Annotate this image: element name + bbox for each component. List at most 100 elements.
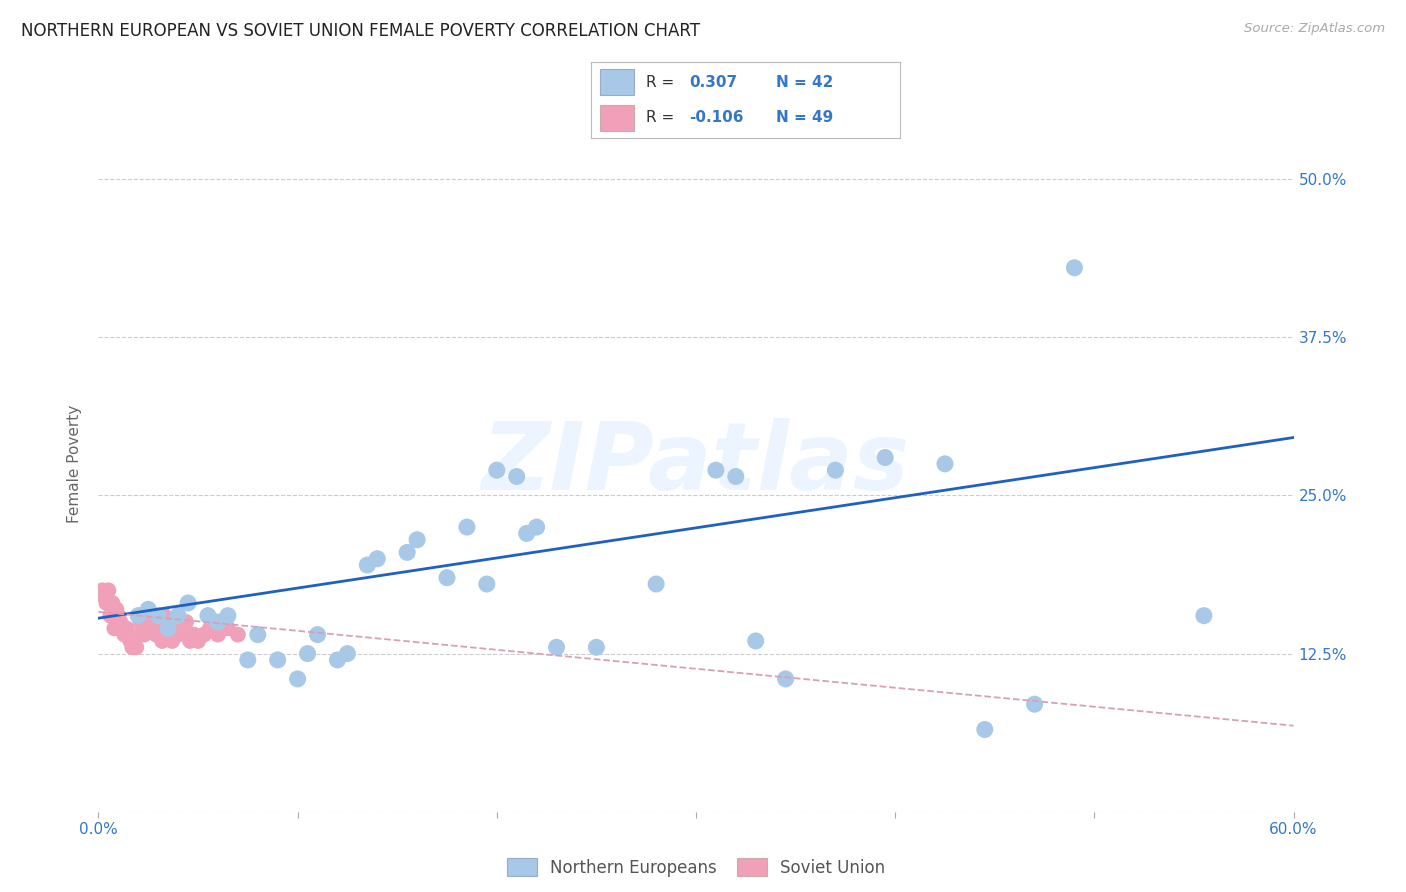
Point: [96, 596, 118, 610]
Point: [297, 647, 319, 661]
Point: [217, 621, 239, 635]
Point: [1192, 608, 1215, 623]
Point: [326, 653, 349, 667]
Point: [824, 463, 846, 477]
Point: [246, 627, 269, 641]
Point: [187, 634, 209, 648]
Text: R =: R =: [647, 75, 679, 90]
Point: [155, 627, 177, 641]
Point: [236, 653, 259, 667]
Point: [145, 627, 167, 641]
Point: [112, 627, 135, 641]
Point: [148, 608, 170, 623]
Point: [1063, 260, 1085, 275]
Point: [127, 608, 149, 623]
Point: [149, 627, 172, 641]
Text: ZIPatlas: ZIPatlas: [482, 417, 910, 510]
Point: [396, 545, 419, 559]
Point: [136, 602, 159, 616]
Point: [197, 608, 219, 623]
Point: [163, 621, 186, 635]
Point: [129, 615, 152, 629]
Point: [120, 634, 142, 648]
Point: [456, 520, 478, 534]
Point: [183, 627, 205, 641]
Point: [111, 621, 134, 635]
Text: NORTHERN EUROPEAN VS SOVIET UNION FEMALE POVERTY CORRELATION CHART: NORTHERN EUROPEAN VS SOVIET UNION FEMALE…: [21, 22, 700, 40]
Point: [121, 640, 143, 655]
Point: [207, 627, 229, 641]
Point: [160, 634, 183, 648]
Point: [775, 672, 797, 686]
Point: [110, 615, 132, 629]
Point: [475, 577, 498, 591]
Y-axis label: Female Poverty: Female Poverty: [67, 405, 83, 523]
Point: [198, 621, 221, 635]
Point: [91, 583, 114, 598]
Point: [585, 640, 607, 655]
Point: [366, 551, 388, 566]
Point: [93, 590, 115, 604]
Text: N = 42: N = 42: [776, 75, 834, 90]
Point: [136, 615, 159, 629]
Point: [131, 621, 153, 635]
Point: [174, 615, 197, 629]
Text: Source: ZipAtlas.com: Source: ZipAtlas.com: [1244, 22, 1385, 36]
Point: [973, 723, 995, 737]
Point: [148, 621, 170, 635]
Point: [436, 571, 458, 585]
Point: [307, 627, 329, 641]
Point: [157, 621, 180, 635]
Point: [217, 608, 239, 623]
Point: [107, 608, 129, 623]
Point: [124, 634, 146, 648]
Point: [103, 621, 125, 635]
Point: [167, 627, 190, 641]
Point: [167, 608, 190, 623]
Text: 0.307: 0.307: [689, 75, 738, 90]
Point: [287, 672, 309, 686]
Point: [546, 640, 568, 655]
Point: [115, 621, 138, 635]
Point: [406, 533, 429, 547]
Point: [207, 615, 229, 629]
Point: [1024, 697, 1046, 711]
Point: [516, 526, 538, 541]
Point: [97, 583, 120, 598]
Text: -0.106: -0.106: [689, 111, 744, 125]
Point: [117, 627, 139, 641]
Point: [336, 647, 359, 661]
Point: [153, 608, 176, 623]
Point: [704, 463, 727, 477]
FancyBboxPatch shape: [600, 70, 634, 95]
Point: [506, 469, 529, 483]
Point: [724, 469, 747, 483]
Text: R =: R =: [647, 111, 679, 125]
Point: [177, 596, 200, 610]
Point: [356, 558, 378, 572]
Point: [127, 608, 149, 623]
Point: [526, 520, 548, 534]
FancyBboxPatch shape: [600, 105, 634, 130]
Point: [100, 608, 122, 623]
Point: [157, 621, 180, 635]
Legend: Northern Europeans, Soviet Union: Northern Europeans, Soviet Union: [501, 851, 891, 883]
Point: [745, 634, 768, 648]
Point: [143, 615, 166, 629]
Point: [179, 634, 201, 648]
Point: [485, 463, 508, 477]
Point: [875, 450, 897, 465]
Point: [165, 627, 187, 641]
Point: [101, 596, 124, 610]
Point: [141, 621, 163, 635]
Point: [226, 627, 249, 641]
Point: [139, 621, 162, 635]
Point: [645, 577, 668, 591]
Point: [105, 602, 128, 616]
Point: [172, 621, 194, 635]
Point: [193, 627, 215, 641]
Point: [125, 640, 148, 655]
Point: [159, 627, 181, 641]
Point: [134, 627, 156, 641]
Point: [267, 653, 290, 667]
